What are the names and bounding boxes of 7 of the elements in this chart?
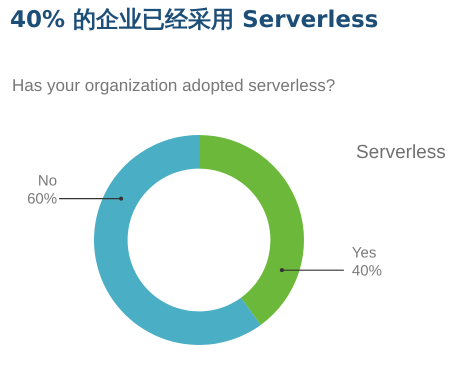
data-label: 40% <box>352 262 382 280</box>
data-label: 60% <box>27 190 58 208</box>
chart-subtitle: Has your organization adopted serverless? <box>12 76 336 96</box>
slice-label: Yes <box>352 244 376 262</box>
slice-label: No <box>38 172 58 190</box>
text: Serverless <box>356 142 446 164</box>
chart-title: 40% 的企业已经采用 Serverless <box>10 6 378 35</box>
